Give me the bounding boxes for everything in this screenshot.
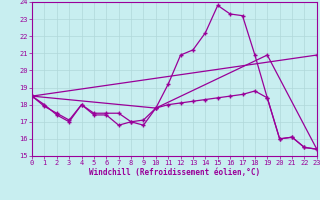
X-axis label: Windchill (Refroidissement éolien,°C): Windchill (Refroidissement éolien,°C) xyxy=(89,168,260,177)
